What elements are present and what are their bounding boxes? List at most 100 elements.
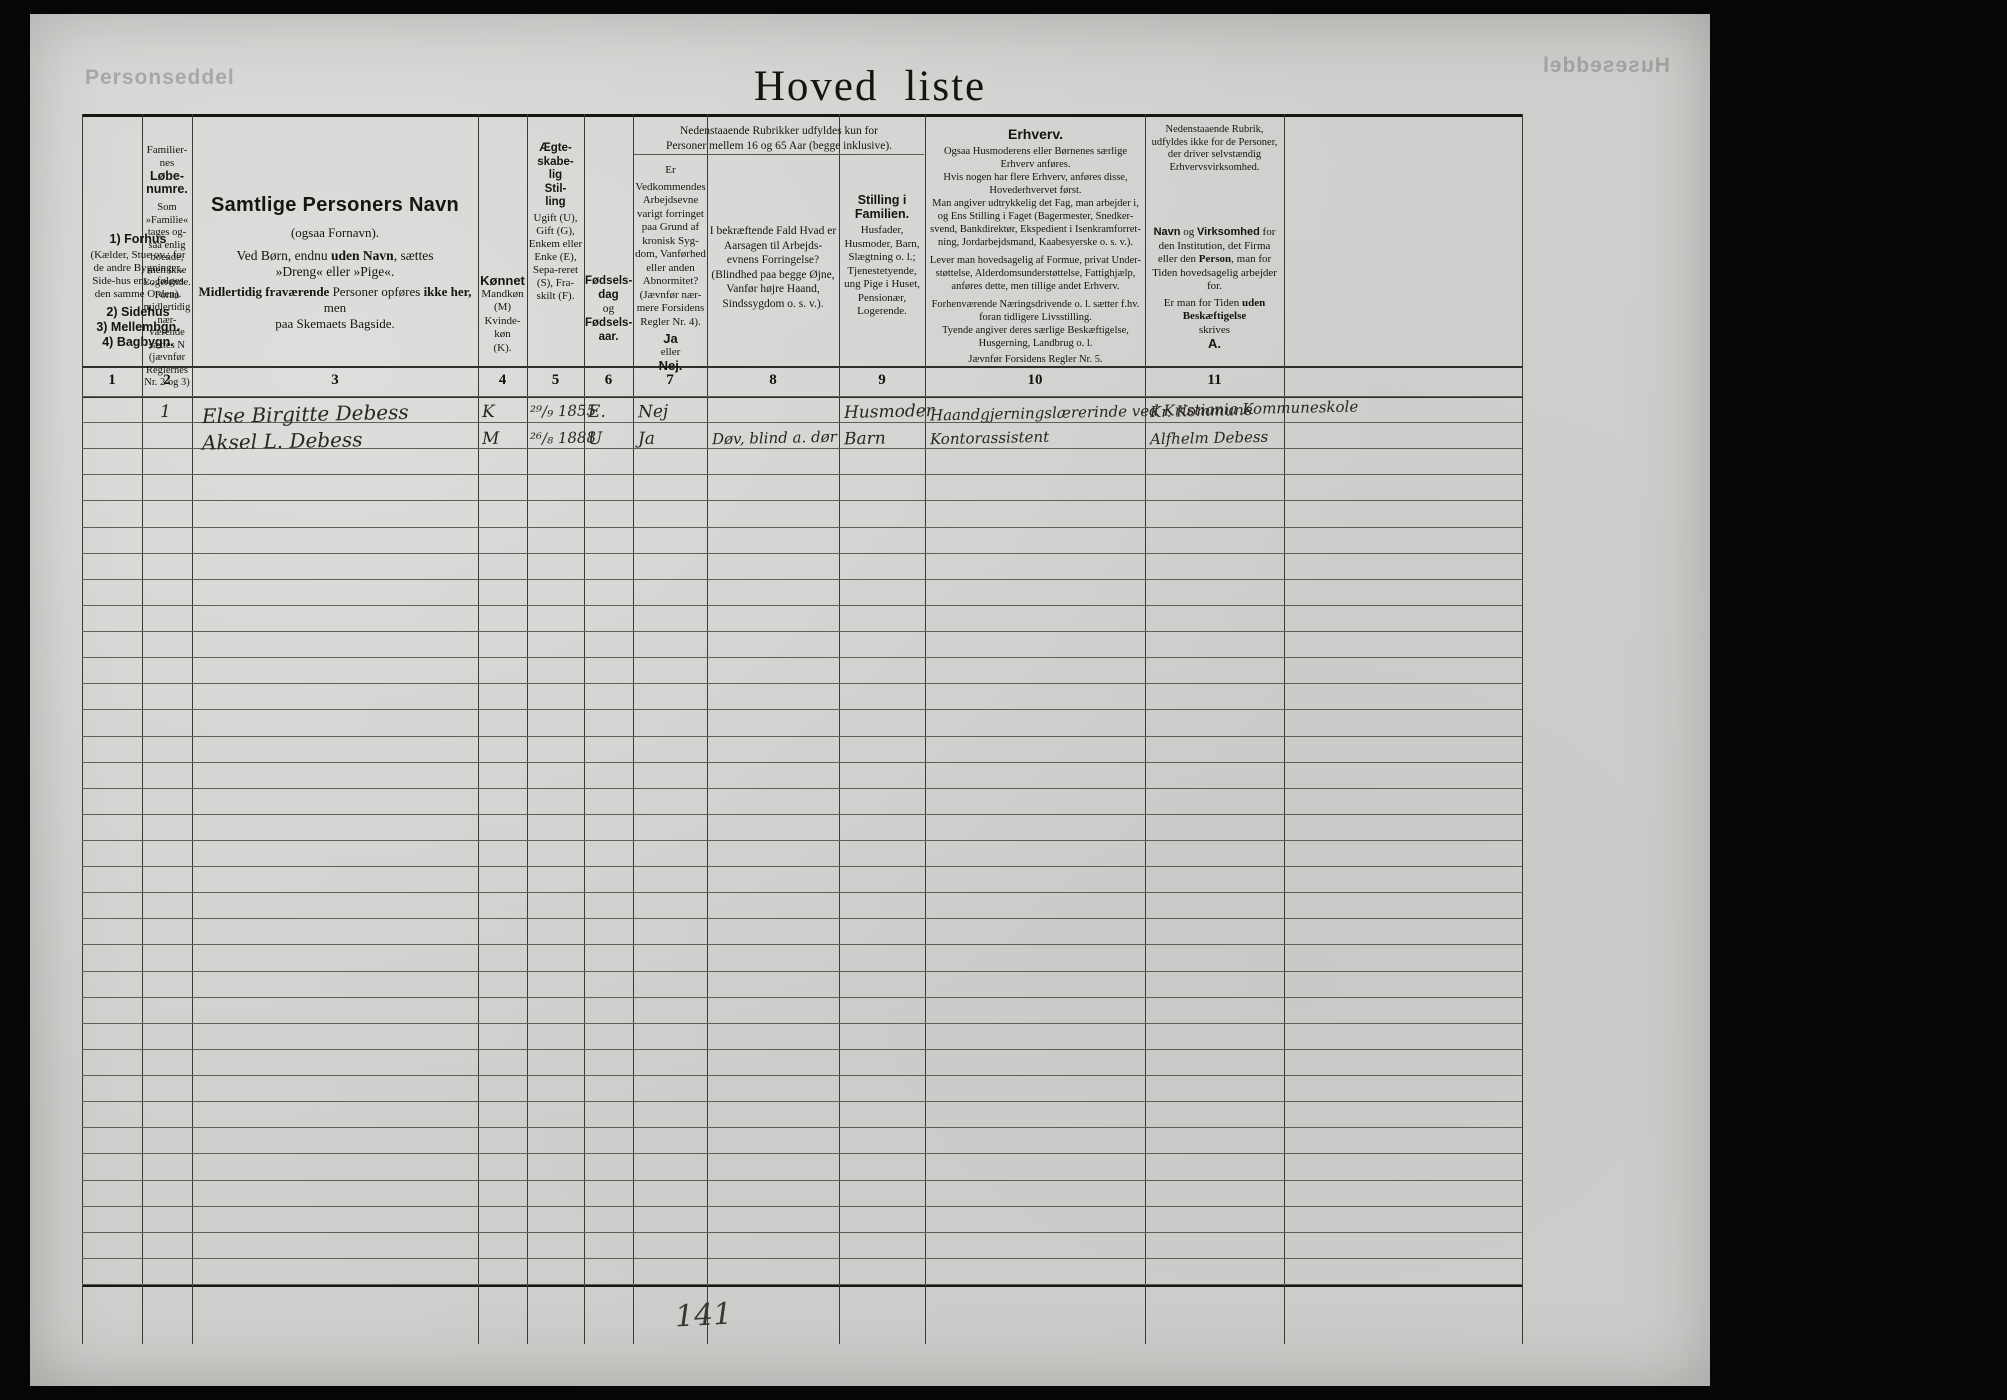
col6-t1: Ægte-: [539, 142, 572, 154]
header-col9: Stilling i Familien. Husfader, Husmoder,…: [841, 193, 923, 319]
col3-sub3: »Dreng« eller »Pige«.: [275, 264, 395, 279]
col2-line3: Løbe-: [149, 169, 185, 183]
col11-top1: Nedenstaaende Rubrik,: [1165, 124, 1264, 135]
col1-item3-label: Mellembgn.: [110, 320, 180, 334]
bleed-through-left: Personseddel: [85, 66, 235, 89]
col11-top2: udfyldes ikke for de Personer,: [1151, 136, 1278, 148]
entry-erh: Haandgjerningslærerinde ved Kristiania K…: [929, 397, 1359, 425]
col2-body: Som »Familie« tages og-saa enlig boende,…: [143, 202, 191, 388]
page-title-word2: liste: [904, 63, 987, 110]
col7-head: Er: [665, 164, 676, 176]
col3-title: Samtlige Personers Navn: [210, 194, 460, 216]
col1-item4-num: 4): [102, 335, 114, 349]
col6-body: Ugift (U), Gift (G), Enkem eller Enke (E…: [528, 211, 583, 302]
colnum-10: 10: [1027, 372, 1043, 388]
colnum-4: 4: [498, 372, 507, 388]
col7-nej: Nej.: [658, 358, 683, 373]
col10-l2: Erhverv anføres.: [1000, 159, 1071, 170]
header-col11: Nedenstaaende Rubrik, udfyldes ikke for …: [1146, 124, 1283, 351]
header-span-7-8: Nedenstaaende Rubrikker udfyldes kun for…: [634, 124, 924, 154]
col3-sub4: Midlertidig fraværende Personer opføres …: [198, 284, 472, 315]
colnum-2: 2: [163, 372, 171, 388]
header-col2: Familier- nes Løbe- numre. Som »Familie«…: [143, 144, 191, 390]
col11-top3: der driver selvstændig: [1167, 149, 1262, 160]
col1-item2-num: 2): [106, 305, 118, 319]
col10-l10: støttelse, Alderdomsunderstøttelse, Fatt…: [935, 268, 1136, 279]
entry-firma: Alfhelm Debess: [1149, 427, 1269, 449]
col11-top4: Erhvervsvirksomhed.: [1169, 161, 1260, 173]
col1-item3-num: 3): [96, 320, 108, 334]
entry-erh: Kontorassistent: [929, 427, 1050, 449]
entry-fod: ²⁶/₈ 1888: [529, 428, 597, 448]
col3-sub5: paa Skemaets Bagside.: [275, 316, 395, 331]
header-col1: 1) Forhus (Kælder, Stue ov.; for de andr…: [84, 232, 192, 350]
col10-l15: Husgerning, Landbrug o. l.: [978, 338, 1093, 349]
table-row: [82, 604, 1522, 606]
col5-t3: og: [602, 303, 615, 315]
col1-note: (Kælder, Stue ov.; for de andre Bygninge…: [90, 249, 186, 300]
col10-title: Erhverv.: [1008, 126, 1063, 142]
col2-line2: nes: [159, 157, 175, 169]
page-title-word1: Hoved: [753, 63, 879, 110]
col10-l12: Forhenværende Næringsdrivende o. l. sætt…: [931, 299, 1140, 310]
colnum-8: 8: [769, 372, 777, 388]
col3-sub1: (ogsaa Fornavn).: [290, 225, 380, 240]
table-row: [82, 996, 1522, 998]
col4-l2: (M): [493, 301, 512, 313]
col10-l13: foran tidligere Livsstilling.: [979, 312, 1092, 323]
entry-firma: Kr. Kommune: [1149, 400, 1253, 422]
colnum-9: 9: [878, 372, 886, 388]
colnum-1: 1: [108, 372, 116, 388]
page-number-mark: 141: [674, 1296, 734, 1335]
entry-kon: K: [481, 401, 495, 423]
col5-t4: Fødsels-: [585, 317, 633, 329]
table-row: [82, 1127, 1522, 1129]
span78-l1: Nedenstaaende Rubrikker udfyldes kun for: [680, 125, 878, 137]
header-col10: Erhverv. Ogsaa Husmoderens eller Børnene…: [927, 126, 1144, 366]
colnum-6: 6: [604, 372, 613, 388]
table-row: [82, 892, 1522, 894]
table-body: [82, 396, 1522, 1285]
colnum-3: 3: [331, 372, 339, 388]
col10-l14: Tyende angiver deres særlige Beskæftigel…: [942, 325, 1129, 336]
table-row: [82, 1205, 1522, 1207]
col10-l11: anføres dette, men tillige andet Erhverv…: [951, 281, 1120, 292]
table-row: [82, 422, 1522, 424]
table-row: [82, 1284, 1522, 1285]
entry-stil: Barn: [843, 428, 886, 450]
header-col4: Kønnet Mandkøn (M) Kvinde- køn (K).: [479, 274, 526, 355]
colnum-7: 7: [666, 372, 674, 388]
col6-t3: lig: [548, 169, 563, 181]
table-row: [82, 840, 1522, 841]
col10-l1: Ogsaa Husmoderens eller Børnenes særlige: [943, 146, 1128, 157]
table-row: [82, 1022, 1522, 1024]
table-row: [82, 761, 1522, 763]
col6-t5: ling: [545, 196, 566, 208]
table-row: [82, 474, 1522, 476]
col4-l1: Mandkøn: [481, 287, 524, 300]
col1-item4-label: Bagbygn.: [116, 335, 174, 349]
table-row: [82, 944, 1522, 946]
col4-l3: Kvinde-: [484, 314, 521, 327]
col9-title: Stilling i Familien.: [854, 193, 910, 221]
entry-arb: Ja: [637, 428, 656, 450]
table-row: [82, 1101, 1522, 1103]
table-row: [82, 709, 1522, 711]
col10-l7: svend, Bankdirektør, Ekspedient i Isenkr…: [930, 224, 1141, 235]
table-row: [82, 631, 1522, 633]
entry-aar: Døv, blind a. dør: [711, 427, 837, 449]
entry-navn: Else Birgitte Debess: [201, 399, 409, 429]
col2-line1: Familier-: [146, 144, 188, 156]
entry-kon: M: [481, 428, 500, 450]
table-row: [82, 500, 1522, 502]
paper-sheet: Personseddel Huseseddel Hoved liste: [30, 14, 1710, 1386]
col7-body: Vedkommendes Arbejdsevne varigt forringe…: [635, 180, 706, 328]
header-col8: I bekræftende Fald Hvad er Aarsagen til …: [709, 225, 837, 310]
col5-t2: dag: [598, 289, 619, 301]
header-col7: Er Vedkommendes Arbejdsevne varigt forri…: [635, 164, 706, 373]
header-col3: Samtlige Personers Navn (ogsaa Fornavn).…: [193, 194, 477, 332]
entry-arb: Nej: [637, 401, 669, 423]
col9-body: Husfader, Husmoder, Barn, Slægtning o. l…: [844, 224, 920, 317]
col6-t4: Stil-: [544, 182, 567, 195]
